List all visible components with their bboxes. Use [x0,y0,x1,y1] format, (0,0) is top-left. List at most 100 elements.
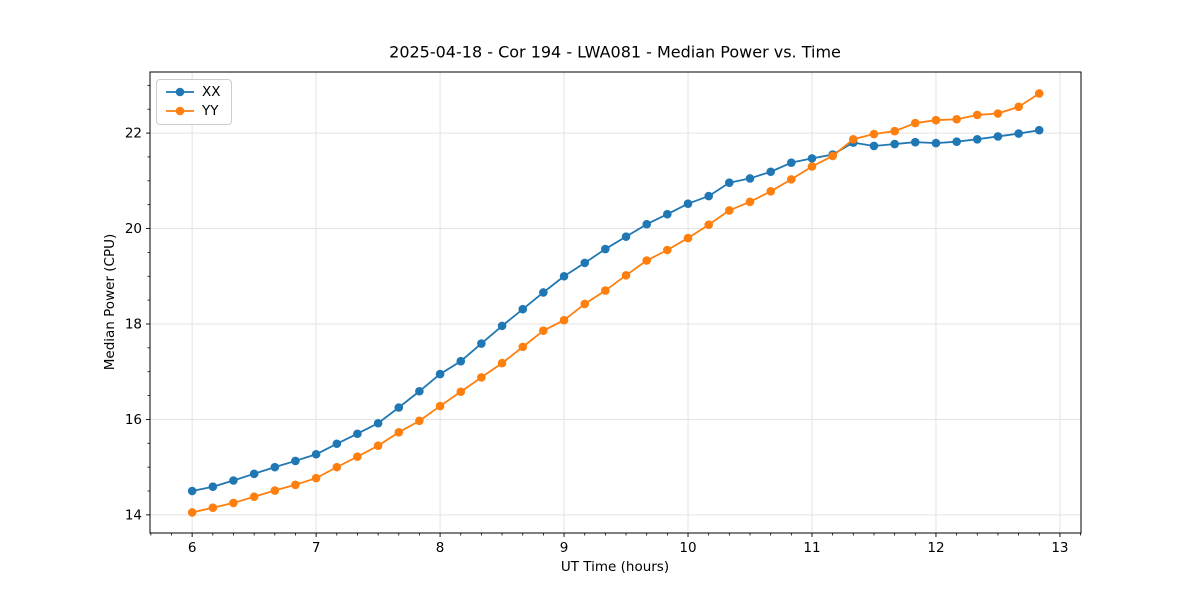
legend-marker-icon [166,88,194,97]
data-point-xx [890,139,899,149]
data-point-xx [373,418,383,428]
data-point-yy [910,118,920,128]
data-point-xx [477,339,486,348]
data-point-xx [270,462,280,472]
legend-marker-icon [166,106,194,116]
data-point-xx [621,232,631,241]
legend-label: XX [202,84,221,100]
data-point-yy [786,175,796,184]
data-point-xx [663,209,672,219]
data-point-xx [931,138,941,148]
data-point-xx [229,476,238,485]
data-point-yy [311,473,321,483]
data-point-yy [580,299,590,309]
data-point-xx [745,174,755,183]
data-point-yy [952,114,961,124]
y-tick-label: 22 [125,126,142,142]
y-tick-label: 14 [125,507,142,523]
data-point-xx [187,486,197,496]
legend-label: YY [202,102,219,119]
legend-item-xx: XX [165,85,221,100]
data-point-xx [456,356,466,366]
legend: XX YY [156,79,232,125]
series-line-yy [191,92,1040,514]
data-point-yy [229,498,238,508]
data-point-xx [704,191,714,201]
data-point-xx [415,386,424,396]
data-point-yy [291,480,300,490]
data-point-yy [270,486,280,495]
data-point-xx [497,321,507,331]
y-tick-label: 16 [125,412,142,428]
data-point-xx [394,403,404,412]
data-point-xx [311,449,321,459]
data-point-xx [972,134,982,144]
data-point-xx [1034,125,1044,135]
data-point-xx [1014,129,1023,138]
data-point-xx [539,288,548,297]
x-tick-label: 13 [1051,540,1068,556]
data-point-yy [745,197,755,207]
data-point-xx [353,429,362,439]
legend-item-yy: YY [165,102,221,119]
data-point-yy [332,462,342,472]
data-point-yy [725,206,734,215]
data-point-yy [559,315,569,325]
data-point-xx [559,271,569,281]
x-tick-label: 7 [312,540,321,556]
data-point-yy [208,503,218,513]
data-point-xx [993,132,1003,141]
data-point-yy [539,326,548,335]
x-tick-label: 8 [436,540,445,556]
y-tick-label: 20 [125,221,142,237]
data-point-yy [394,428,404,437]
y-axis-label: Median Power (CPU) [102,233,118,371]
data-point-xx [786,158,796,167]
data-point-xx [435,369,445,379]
data-point-yy [1034,89,1044,98]
x-tick-label: 6 [188,540,197,556]
data-point-yy [993,109,1003,118]
data-point-yy [477,373,486,382]
data-point-xx [807,154,817,163]
x-axis-label: UT Time (hours) [560,559,670,575]
data-point-yy [766,187,776,196]
data-point-yy [497,358,507,368]
data-point-yy [621,271,631,280]
data-point-yy [435,401,445,411]
data-point-xx [580,258,590,268]
data-point-xx [683,199,693,209]
data-point-yy [704,220,714,230]
data-point-yy [869,129,879,139]
x-tick-label: 9 [560,540,569,556]
data-point-yy [1014,102,1023,112]
data-point-yy [972,110,982,120]
data-point-yy [601,286,610,295]
data-point-xx [249,469,259,479]
data-point-xx [952,137,961,146]
data-point-xx [601,244,610,254]
data-point-xx [208,482,218,492]
series-line-xx [191,129,1040,492]
chart-title: 2025-04-18 - Cor 194 - LWA081 - Median P… [389,42,841,62]
data-point-yy [642,256,652,265]
data-point-xx [291,456,300,466]
x-tick-label: 12 [927,540,944,556]
data-point-yy [415,416,424,426]
data-point-yy [249,492,259,502]
data-point-yy [518,342,528,352]
data-point-yy [663,245,672,255]
plot-border [149,71,1082,534]
x-tick-label: 10 [679,540,696,556]
data-point-yy [353,452,362,461]
data-point-yy [807,162,817,171]
data-point-yy [828,151,837,161]
data-point-xx [642,219,652,229]
x-tick-label: 11 [803,540,820,556]
data-point-xx [766,167,776,177]
data-point-yy [456,387,466,397]
data-point-yy [848,134,858,144]
data-point-xx [910,137,920,147]
